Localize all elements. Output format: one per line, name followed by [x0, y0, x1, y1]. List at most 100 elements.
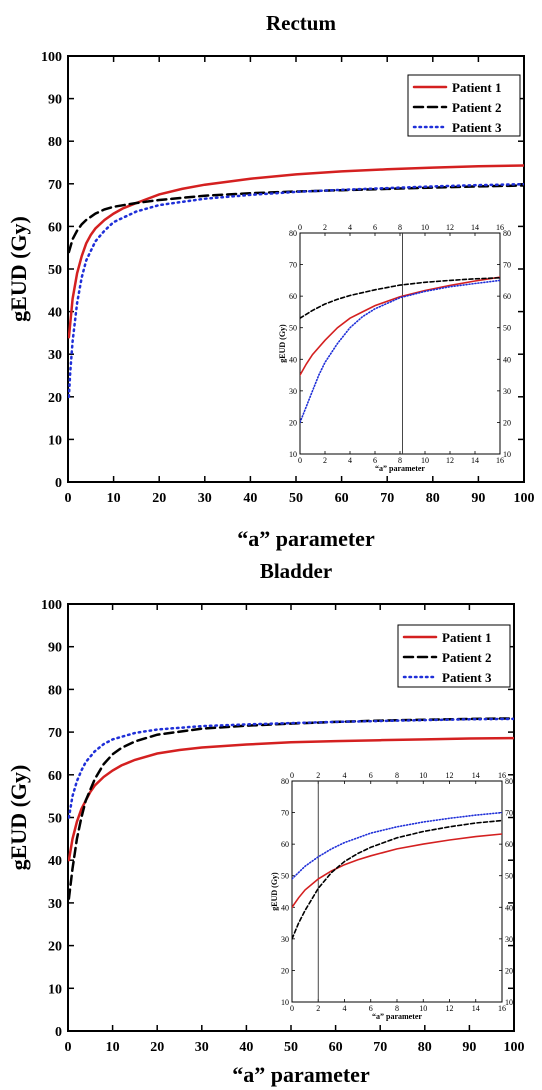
series-line-patient-3	[68, 717, 514, 819]
inset-y-tick-label-right: 30	[505, 935, 513, 944]
x-tick-label: 20	[152, 491, 166, 506]
x-tick-label: 60	[335, 491, 349, 506]
y-tick-label: 50	[48, 263, 62, 278]
y-tick-label: 20	[48, 940, 62, 955]
y-tick-label: 40	[48, 854, 62, 869]
y-tick-label: 10	[48, 982, 62, 997]
series-line-patient-3	[68, 182, 524, 399]
inset-y-tick-label-right: 70	[503, 261, 511, 270]
inset-x-tick-label-top: 12	[446, 771, 454, 780]
inset-y-tick-label: 70	[289, 261, 297, 270]
x-tick-label: 30	[198, 491, 212, 506]
inset-y-tick-label: 80	[289, 229, 297, 238]
inset-x-tick-label-top: 14	[472, 771, 480, 780]
y-axis-title: gEUD (Gy)	[6, 216, 31, 322]
legend-label-patient-1: Patient 1	[442, 630, 491, 645]
x-tick-label: 20	[150, 1040, 164, 1055]
inset-y-tick-label-right: 80	[505, 777, 513, 786]
inset-series-line-patient-2	[292, 819, 502, 940]
y-tick-label: 70	[48, 178, 62, 193]
inset-x-tick-label-top: 10	[419, 771, 427, 780]
x-tick-label: 100	[514, 491, 535, 506]
y-tick-label: 20	[48, 391, 62, 406]
x-tick-label: 30	[195, 1040, 209, 1055]
y-tick-label: 10	[48, 433, 62, 448]
x-tick-label: 80	[426, 491, 440, 506]
inset-x-tick-label: 12	[446, 1004, 454, 1013]
inset-x-tick-label: 2	[323, 456, 327, 465]
inset-y-axis-title: gEUD (Gy)	[270, 872, 279, 911]
x-axis-title: “a” parameter	[237, 526, 375, 551]
y-tick-label: 80	[48, 683, 62, 698]
inset-x-tick-label: 4	[343, 1004, 347, 1013]
legend: Patient 1 Patient 2 Patient 3	[407, 74, 521, 137]
inset-x-tick-label-top: 8	[395, 771, 399, 780]
inset-y-tick-label-right: 20	[505, 966, 513, 975]
inset-y-tick-label: 30	[281, 935, 289, 944]
x-tick-label: 0	[65, 491, 72, 506]
inset-x-tick-label: 10	[419, 1004, 427, 1013]
inset-x-tick-label-top: 8	[398, 223, 402, 232]
inset-y-tick-label-right: 10	[503, 450, 511, 459]
y-tick-label: 30	[48, 897, 62, 912]
inset-x-tick-label: 8	[398, 456, 402, 465]
inset-x-tick-label: 8	[395, 1004, 399, 1013]
inset-y-tick-label-right: 40	[505, 903, 513, 912]
y-tick-label: 60	[48, 769, 62, 784]
inset-x-tick-label: 6	[373, 456, 377, 465]
inset-x-tick-label: 2	[316, 1004, 320, 1013]
inset-x-tick-label-top: 12	[446, 223, 454, 232]
inset-y-tick-label-right: 70	[505, 809, 513, 818]
inset-x-tick-label-top: 0	[290, 771, 294, 780]
inset-y-tick-label-right: 50	[503, 324, 511, 333]
x-tick-label: 70	[380, 491, 394, 506]
y-tick-label: 90	[48, 641, 62, 656]
y-tick-label: 50	[48, 812, 62, 827]
inset-y-tick-label-right: 30	[503, 387, 511, 396]
inset-x-tick-label-top: 10	[421, 223, 429, 232]
inset-series-line-patient-3	[292, 811, 502, 880]
y-tick-label: 80	[48, 135, 62, 150]
inset-x-tick-label-top: 6	[373, 223, 377, 232]
inset-y-tick-label: 20	[289, 418, 297, 427]
x-tick-label: 60	[329, 1040, 343, 1055]
y-tick-label: 0	[55, 476, 62, 491]
y-tick-label: 90	[48, 93, 62, 108]
y-tick-label: 0	[55, 1025, 62, 1040]
inset-y-tick-label: 50	[281, 872, 289, 881]
inset-y-tick-label-right: 10	[505, 998, 513, 1007]
inset-y-tick-label: 20	[281, 966, 289, 975]
inset-x-tick-label-top: 4	[343, 771, 347, 780]
inset-x-tick-label: 16	[498, 1004, 506, 1013]
inset-x-tick-label-top: 16	[498, 771, 506, 780]
chart-title: Bladder	[260, 559, 332, 583]
inset-x-tick-label: 14	[471, 456, 479, 465]
x-tick-label: 50	[284, 1040, 298, 1055]
inset-y-tick-label: 30	[289, 387, 297, 396]
y-tick-label: 100	[41, 598, 62, 613]
legend-box	[397, 624, 511, 688]
inset-x-tick-label: 0	[298, 456, 302, 465]
y-tick-label: 40	[48, 306, 62, 321]
inset-x-tick-label-top: 4	[348, 223, 352, 232]
inset-y-tick-label: 60	[289, 292, 297, 301]
x-tick-label: 80	[418, 1040, 432, 1055]
inset-x-tick-label-top: 6	[369, 771, 373, 780]
inset-y-tick-label-right: 60	[505, 840, 513, 849]
y-axis-title: gEUD (Gy)	[6, 765, 31, 871]
inset-x-axis-title: “a” parameter	[375, 464, 425, 473]
inset-y-tick-label: 70	[281, 809, 289, 818]
inset-frame	[299, 232, 501, 455]
x-tick-label: 90	[471, 491, 485, 506]
panel-bladder: Bladder 0 10 20 30 40 50 60 70 80 90 100 0 10 20 30 40 50…	[6, 559, 525, 1087]
inset-x-tick-label: 4	[348, 456, 352, 465]
x-tick-label: 50	[289, 491, 303, 506]
x-tick-label: 10	[107, 491, 121, 506]
inset-y-tick-label-right: 40	[503, 355, 511, 364]
legend-label-patient-3: Patient 3	[442, 670, 492, 685]
y-tick-label: 60	[48, 220, 62, 235]
inset-y-tick-label-right: 20	[503, 418, 511, 427]
inset-y-tick-label-right: 50	[505, 872, 513, 881]
inset-series-line-patient-1	[300, 276, 500, 376]
